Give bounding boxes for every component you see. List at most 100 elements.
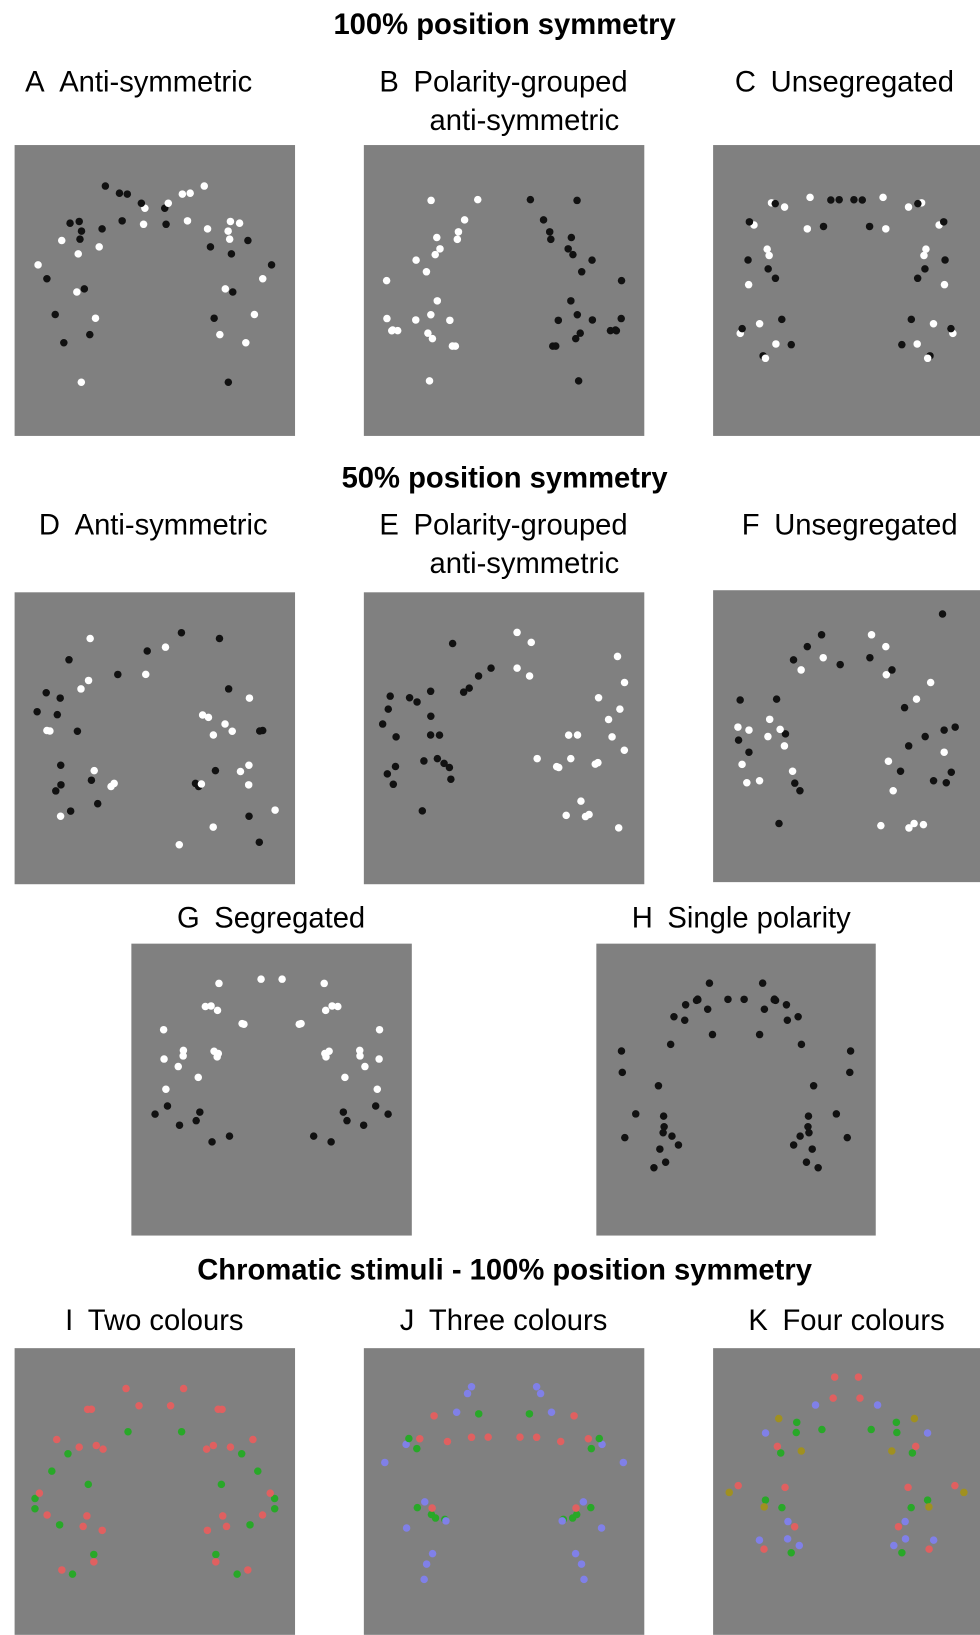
- dot: [584, 1434, 593, 1443]
- dot: [90, 1550, 98, 1559]
- dot: [587, 1503, 595, 1512]
- stimulus-background: [363, 1348, 645, 1635]
- dot: [568, 1514, 577, 1522]
- dot: [764, 265, 772, 273]
- dot: [830, 1373, 839, 1381]
- dot: [212, 1558, 220, 1566]
- dot: [208, 1138, 216, 1146]
- dot: [87, 1405, 96, 1414]
- dot: [925, 1545, 933, 1553]
- dot: [587, 1444, 596, 1453]
- dot: [392, 733, 400, 741]
- dot: [556, 1437, 565, 1446]
- dot: [577, 268, 586, 276]
- dot: [781, 1483, 789, 1492]
- dot: [776, 1449, 785, 1457]
- dot: [745, 726, 753, 734]
- dot: [226, 217, 235, 226]
- dot: [562, 811, 570, 820]
- stimulus: [14, 145, 296, 436]
- dot: [783, 1535, 792, 1543]
- dot: [923, 354, 932, 363]
- dot: [923, 1496, 932, 1504]
- dot: [780, 742, 789, 750]
- dot: [474, 672, 483, 680]
- dot: [654, 1082, 663, 1090]
- dot: [405, 694, 414, 702]
- panel-label: G Segregated: [177, 902, 365, 934]
- dot: [343, 1116, 351, 1125]
- dot: [856, 1394, 864, 1402]
- dot: [375, 1055, 383, 1063]
- dot: [238, 1019, 246, 1028]
- dot: [659, 1129, 667, 1137]
- dot: [703, 1005, 712, 1013]
- dot: [93, 799, 102, 808]
- dot: [64, 1450, 72, 1458]
- dot: [209, 731, 218, 739]
- dot: [783, 1016, 792, 1024]
- dot: [527, 638, 535, 647]
- dot: [141, 670, 150, 679]
- dot: [413, 1444, 421, 1453]
- dot: [356, 1046, 364, 1055]
- panel-title: Two colours: [88, 1305, 244, 1337]
- dot: [383, 770, 392, 778]
- dot: [245, 694, 254, 702]
- dot: [236, 767, 245, 776]
- dot: [225, 1132, 234, 1140]
- dot: [160, 1055, 168, 1063]
- dot: [525, 1410, 534, 1418]
- dot: [213, 1006, 222, 1015]
- dot: [257, 975, 265, 983]
- dot: [901, 1535, 910, 1543]
- dot: [57, 781, 65, 789]
- dot: [761, 1496, 770, 1504]
- dot: [443, 1437, 452, 1446]
- dot: [209, 1441, 218, 1450]
- dot: [43, 1511, 51, 1519]
- dot: [77, 227, 86, 235]
- dot: [327, 1138, 335, 1146]
- panel-title: Three colours: [429, 1305, 607, 1337]
- dot: [225, 235, 234, 243]
- dot: [680, 1016, 689, 1024]
- dot: [765, 251, 773, 260]
- dot: [923, 1429, 932, 1437]
- dot: [832, 1110, 841, 1118]
- dot: [708, 1030, 717, 1039]
- dot: [309, 1132, 318, 1140]
- stimulus-background: [713, 590, 980, 883]
- dot: [77, 685, 85, 693]
- dot: [484, 1433, 492, 1441]
- dot: [203, 225, 212, 233]
- dot: [65, 656, 73, 664]
- panel-letter: C: [735, 66, 756, 98]
- dot: [858, 196, 867, 204]
- dot: [211, 766, 220, 775]
- dot: [940, 280, 949, 289]
- dot: [412, 316, 420, 324]
- dot: [433, 233, 441, 242]
- dot: [901, 1517, 909, 1526]
- dot: [428, 334, 437, 343]
- dot: [873, 1401, 882, 1409]
- dot: [84, 1480, 93, 1489]
- dot: [558, 1517, 566, 1525]
- dot: [161, 643, 170, 651]
- dot: [660, 1122, 668, 1131]
- dot: [650, 1163, 658, 1172]
- dot: [817, 631, 826, 639]
- dot: [884, 757, 893, 766]
- dot: [421, 1498, 429, 1506]
- dot: [424, 329, 432, 337]
- dot: [577, 1560, 586, 1568]
- dot: [178, 190, 187, 198]
- dot: [803, 225, 812, 233]
- dot: [771, 199, 780, 208]
- stimulus: [14, 1348, 296, 1635]
- dot: [569, 250, 577, 259]
- dot: [744, 280, 753, 289]
- dot: [101, 182, 110, 190]
- dot: [867, 1425, 875, 1434]
